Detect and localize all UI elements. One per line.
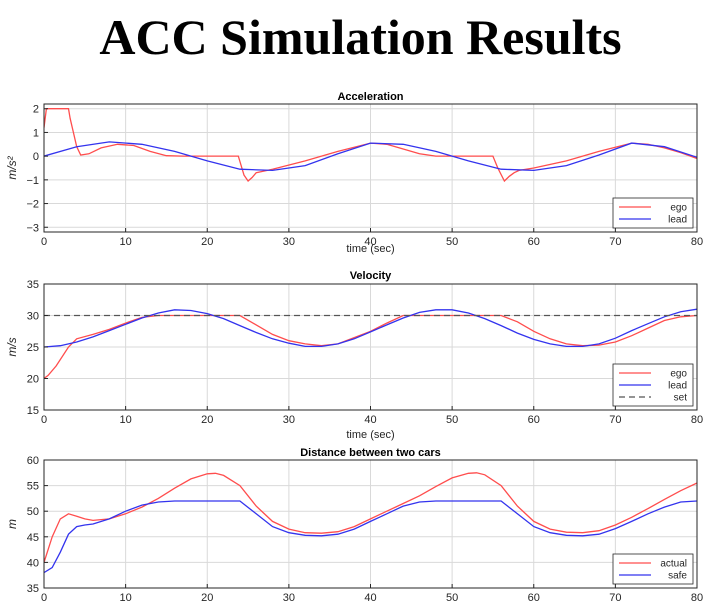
x-tick-label: 70 — [609, 592, 621, 604]
x-tick-label: 40 — [364, 236, 376, 248]
x-tick-label: 0 — [41, 414, 47, 426]
x-tick-label: 40 — [364, 414, 376, 426]
x-tick-label: 50 — [446, 592, 458, 604]
x-tick-label: 60 — [528, 592, 540, 604]
x-tick-label: 10 — [120, 236, 132, 248]
series-line-lead — [44, 141, 697, 172]
x-tick-label: 0 — [41, 592, 47, 604]
y-tick-label: 55 — [27, 481, 39, 493]
x-axis-label: time (sec) — [346, 429, 394, 441]
legend-label-ego: ego — [670, 369, 687, 380]
legend-label-actual: actual — [660, 559, 687, 570]
y-tick-label: 0 — [33, 151, 39, 163]
x-tick-label: 80 — [691, 236, 703, 248]
x-axis-label: time (sec) — [346, 243, 394, 255]
y-axis-label: m — [5, 519, 19, 529]
legend-box — [612, 197, 694, 229]
x-tick-label: 20 — [201, 592, 213, 604]
series-line-safe — [44, 500, 697, 574]
x-tick-label: 80 — [691, 414, 703, 426]
y-tick-label: 2 — [33, 104, 39, 116]
legend-label-lead: lead — [668, 215, 687, 226]
y-tick-label: 60 — [27, 455, 39, 467]
y-tick-label: 40 — [27, 557, 39, 569]
y-tick-label: 35 — [27, 583, 39, 595]
y-tick-label: 35 — [27, 279, 39, 291]
page-title: ACC Simulation Results — [99, 9, 622, 65]
x-tick-label: 40 — [364, 592, 376, 604]
x-tick-label: 30 — [283, 592, 295, 604]
chart-title: Velocity — [350, 270, 392, 282]
x-tick-label: 30 — [283, 236, 295, 248]
x-tick-label: 20 — [201, 236, 213, 248]
y-tick-label: 15 — [27, 405, 39, 417]
legend-box — [612, 553, 694, 585]
x-tick-label: 80 — [691, 592, 703, 604]
x-tick-label: 60 — [528, 236, 540, 248]
y-tick-label: −2 — [26, 199, 39, 211]
x-tick-label: 10 — [120, 592, 132, 604]
chart-title: Distance between two cars — [300, 447, 441, 459]
x-tick-label: 10 — [120, 414, 132, 426]
series-line-lead — [44, 308, 697, 348]
x-tick-label: 0 — [41, 236, 47, 248]
chart-2: 0 10 20 30 40 50 60 70 80 15 20 25 30 35 Velocity time … — [5, 270, 703, 441]
x-tick-label: 60 — [528, 414, 540, 426]
legend-label-safe: safe — [668, 571, 687, 582]
legend-label-lead: lead — [668, 381, 687, 392]
y-axis-label: m/s² — [5, 155, 19, 179]
x-tick-label: 30 — [283, 414, 295, 426]
legend-label-ego: ego — [670, 203, 687, 214]
chart-3: 0 10 20 30 40 50 60 70 80 35 40 45 50 55 60 Distance be… — [5, 447, 703, 604]
x-tick-label: 20 — [201, 414, 213, 426]
legend-label-set: set — [674, 393, 688, 404]
x-tick-label: 50 — [446, 236, 458, 248]
y-axis-label: m/s — [5, 337, 19, 356]
y-tick-label: 50 — [27, 506, 39, 518]
x-tick-label: 70 — [609, 236, 621, 248]
x-tick-label: 50 — [446, 414, 458, 426]
y-tick-label: 1 — [33, 127, 39, 139]
chart-1: 0 10 20 30 40 50 60 70 80 −3 −2 −1 0 1 2 Acceleration ti… — [5, 91, 703, 255]
series-line-actual — [44, 472, 697, 563]
y-tick-label: 25 — [27, 342, 39, 354]
y-tick-label: −1 — [26, 175, 39, 187]
y-tick-label: 45 — [27, 532, 39, 544]
chart-title: Acceleration — [337, 91, 403, 103]
y-tick-label: 30 — [27, 311, 39, 323]
x-tick-label: 70 — [609, 414, 621, 426]
y-tick-label: −3 — [26, 222, 39, 234]
y-tick-label: 20 — [27, 374, 39, 386]
